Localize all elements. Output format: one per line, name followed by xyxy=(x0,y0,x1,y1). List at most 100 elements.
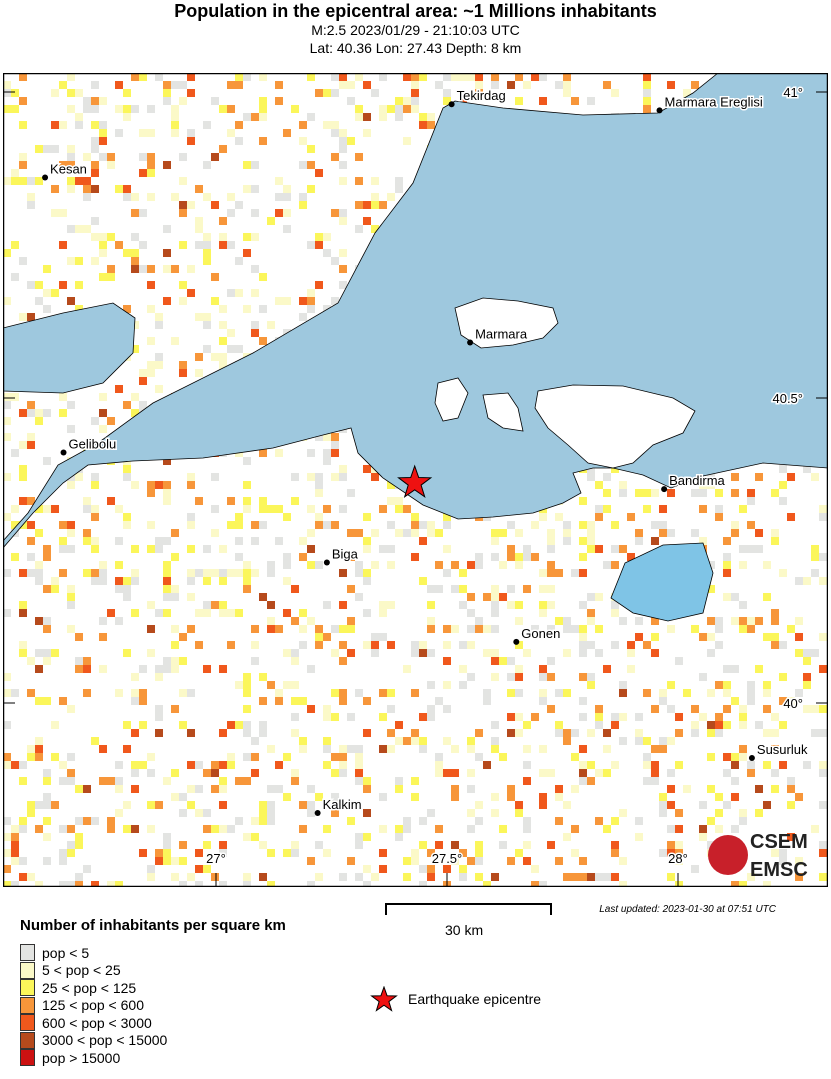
population-cell xyxy=(43,657,51,665)
population-cell xyxy=(507,521,515,529)
population-cell xyxy=(107,817,115,825)
population-cell xyxy=(91,881,99,887)
population-cell xyxy=(419,649,427,657)
population-cell xyxy=(43,145,51,153)
population-cell xyxy=(819,729,827,737)
population-cell xyxy=(803,465,811,473)
population-cell xyxy=(491,873,499,881)
population-cell xyxy=(251,817,259,825)
population-cell xyxy=(675,761,683,769)
population-cell xyxy=(195,849,203,857)
population-cell xyxy=(139,849,147,857)
population-cell xyxy=(259,449,267,457)
population-cell xyxy=(363,697,371,705)
population-cell xyxy=(43,505,51,513)
population-cell xyxy=(323,433,331,441)
last-updated: Last updated: 2023-01-30 at 07:51 UTC xyxy=(599,904,776,915)
population-cell xyxy=(203,313,211,321)
population-cell xyxy=(3,721,11,729)
legend-item: 125 < pop < 600 xyxy=(20,996,144,1014)
population-cell xyxy=(539,793,547,801)
population-cell xyxy=(579,553,587,561)
population-cell xyxy=(227,345,235,353)
population-cell xyxy=(803,657,811,665)
population-cell xyxy=(427,705,435,713)
population-cell xyxy=(363,809,371,817)
population-cell xyxy=(171,105,179,113)
population-cell xyxy=(339,217,347,225)
population-cell xyxy=(771,769,779,777)
population-cell xyxy=(619,489,627,497)
population-cell xyxy=(155,849,163,857)
population-cell xyxy=(19,121,27,129)
population-cell xyxy=(163,777,171,785)
population-cell xyxy=(307,449,315,457)
city-marker xyxy=(448,101,455,108)
population-cell xyxy=(171,337,179,345)
population-cell xyxy=(59,409,67,417)
population-cell xyxy=(299,641,307,649)
population-cell xyxy=(475,817,483,825)
population-cell xyxy=(771,537,779,545)
population-cell xyxy=(547,585,555,593)
population-cell xyxy=(115,881,123,887)
population-cell xyxy=(579,601,587,609)
population-cell xyxy=(371,529,379,537)
population-cell xyxy=(187,785,195,793)
population-cell xyxy=(731,489,739,497)
population-cell xyxy=(3,609,11,617)
population-cell xyxy=(515,809,523,817)
city-marker xyxy=(314,809,321,816)
population-cell xyxy=(283,553,291,561)
population-cell xyxy=(435,561,443,569)
population-cell xyxy=(499,753,507,761)
population-cell xyxy=(219,233,227,241)
population-cell xyxy=(203,577,211,585)
population-cell xyxy=(595,481,603,489)
population-cell xyxy=(219,105,227,113)
population-cell xyxy=(507,793,515,801)
population-cell xyxy=(235,777,243,785)
population-cell xyxy=(443,865,451,873)
population-cell xyxy=(283,193,291,201)
population-cell xyxy=(435,753,443,761)
population-cell xyxy=(355,225,363,233)
legend-swatch xyxy=(20,979,35,996)
population-cell xyxy=(43,617,51,625)
population-cell xyxy=(427,617,435,625)
population-cell xyxy=(443,513,451,521)
population-cell xyxy=(243,569,251,577)
population-cell xyxy=(715,505,723,513)
population-cell xyxy=(579,625,587,633)
population-cell xyxy=(259,497,267,505)
population-cell xyxy=(59,161,67,169)
population-cell xyxy=(67,777,75,785)
population-cell xyxy=(427,865,435,873)
population-cell xyxy=(747,681,755,689)
population-cell xyxy=(179,281,187,289)
population-cell xyxy=(515,713,523,721)
population-cell xyxy=(771,609,779,617)
population-cell xyxy=(595,817,603,825)
population-cell xyxy=(67,753,75,761)
population-cell xyxy=(203,161,211,169)
population-cell xyxy=(419,577,427,585)
population-cell xyxy=(819,553,827,561)
population-cell xyxy=(107,609,115,617)
population-cell xyxy=(67,73,75,81)
population-cell xyxy=(291,697,299,705)
population-cell xyxy=(19,473,27,481)
population-cell xyxy=(283,609,291,617)
population-cell xyxy=(315,281,323,289)
population-cell xyxy=(515,601,523,609)
population-cell xyxy=(499,841,507,849)
population-cell xyxy=(475,73,483,81)
population-cell xyxy=(715,713,723,721)
population-cell xyxy=(339,601,347,609)
population-cell xyxy=(419,521,427,529)
population-cell xyxy=(283,793,291,801)
population-cell xyxy=(243,305,251,313)
population-cell xyxy=(203,345,211,353)
population-cell xyxy=(11,689,19,697)
population-cell xyxy=(211,825,219,833)
